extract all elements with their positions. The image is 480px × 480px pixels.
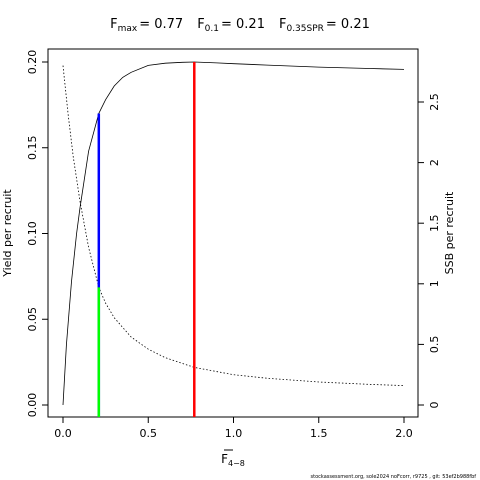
- fmax-label: F: [110, 17, 117, 32]
- x-axis-title-sub: 4−8: [228, 459, 245, 468]
- f01-value: = 0.21: [221, 17, 265, 32]
- x-axis-title: F4−8: [221, 452, 245, 468]
- fspr-value: = 0.21: [326, 17, 370, 32]
- reference-lines-layer: [97, 62, 196, 417]
- fspr-sub: 0.35SPR: [286, 24, 323, 34]
- curves-layer: [62, 61, 405, 406]
- y-axis-title-left: Yield per recruit: [1, 189, 14, 278]
- y-tick-label-right: 0: [428, 402, 441, 409]
- fmax-sub: max: [118, 24, 138, 34]
- y-tick-label-right: 1: [428, 280, 441, 287]
- y-tick-label-right: 2.5: [428, 93, 441, 111]
- y-tick-label: 0.05: [26, 307, 39, 332]
- yield-per-recruit-curve: [62, 61, 405, 406]
- y-axis-left: 0.00 0.05 0.10 0.15 0.20: [26, 50, 48, 418]
- x-axis-title-main: F: [221, 452, 228, 466]
- y-tick-label: 0.10: [26, 221, 39, 246]
- f01-sub: 0.1: [205, 24, 219, 34]
- x-tick-label: 2.0: [395, 427, 413, 440]
- x-tick-label: 1.0: [225, 427, 243, 440]
- y-axis-right: 0 0.5 1 1.5 2 2.5: [418, 93, 441, 409]
- x-tick-label: 0.0: [54, 427, 72, 440]
- footer-credit: stockassessment.org, sole2024 noFcorr, r…: [311, 474, 477, 480]
- chart-header: Fmax = 0.77 F0.1 = 0.21 F0.35SPR = 0.21: [110, 17, 370, 34]
- y-tick-label-right: 1.5: [428, 214, 441, 232]
- y-tick-label-right: 2: [428, 159, 441, 166]
- y-tick-label: 0.20: [26, 50, 39, 75]
- f01-label: F: [197, 17, 204, 32]
- x-axis: 0.0 0.5 1.0 1.5 2.0: [54, 417, 413, 440]
- y-tick-label: 0.00: [26, 393, 39, 418]
- x-tick-label: 0.5: [140, 427, 158, 440]
- fmax-value: = 0.77: [139, 17, 183, 32]
- x-tick-label: 1.5: [310, 427, 328, 440]
- y-tick-label-right: 0.5: [428, 336, 441, 354]
- y-axis-title-right: SSB per recruit: [443, 191, 456, 274]
- ssb-per-recruit-curve: [62, 65, 405, 386]
- fspr-label: F: [279, 17, 286, 32]
- y-tick-label: 0.15: [26, 136, 39, 161]
